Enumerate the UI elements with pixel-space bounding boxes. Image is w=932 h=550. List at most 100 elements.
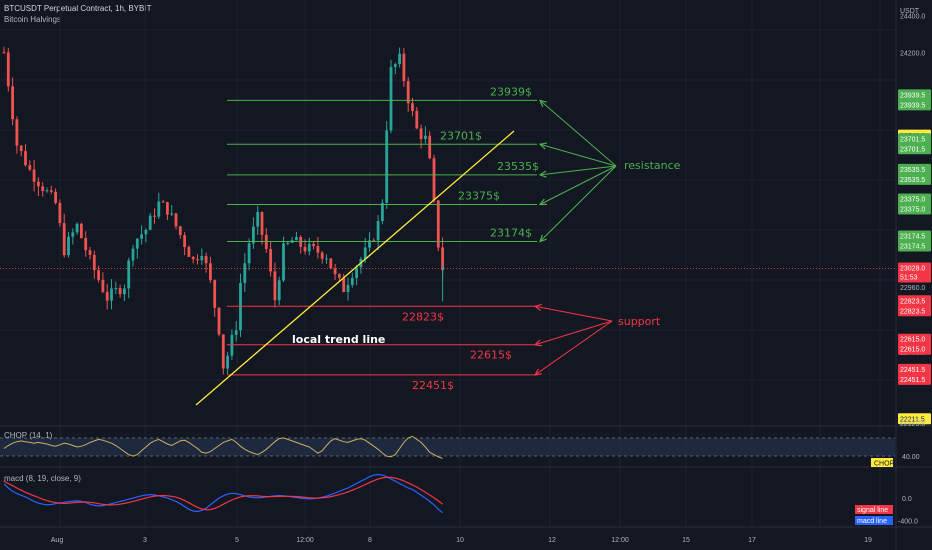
candle-body bbox=[6, 52, 10, 87]
price-tag-label: 22823.5 bbox=[900, 298, 925, 305]
price-tag-bg bbox=[898, 163, 931, 185]
candle-body bbox=[269, 249, 272, 272]
candle-body bbox=[196, 259, 199, 261]
candle-body bbox=[411, 103, 414, 111]
annotation-arrows bbox=[533, 99, 617, 376]
chop-axis-label: 40.00 bbox=[902, 454, 920, 461]
price-axis-tag: 23174.5 23174.5 bbox=[898, 230, 931, 252]
time-axis-label: 12:00 bbox=[296, 537, 314, 544]
candle-body bbox=[11, 86, 14, 120]
price-axis[interactable]: 22960.022650.022485.022275.022125.0USDT2… bbox=[898, 8, 931, 526]
candle-body bbox=[200, 256, 204, 261]
price-axis-tag: 23375.0 23375.0 bbox=[898, 193, 931, 215]
candle-body bbox=[342, 277, 346, 293]
candle-body bbox=[58, 202, 62, 224]
price-axis-tag: 22451.5 22451.5 bbox=[898, 363, 931, 385]
arrow-head bbox=[538, 99, 547, 108]
chop-band-fill bbox=[0, 438, 895, 456]
resistance-arrow bbox=[539, 165, 617, 242]
halvings-indicator-label: Bitcoin Halvings bbox=[4, 15, 61, 24]
signal-legend-label: signal line bbox=[857, 507, 888, 514]
trend-line[interactable] bbox=[195, 130, 515, 406]
countdown-label: 51:53 bbox=[900, 275, 918, 282]
price-axis-tag: 23028.0 51:53 bbox=[898, 262, 931, 283]
candle-body bbox=[84, 238, 88, 251]
price-axis-tag: 22615.0 22615.0 bbox=[898, 333, 931, 355]
resistance-label: resistance bbox=[624, 159, 681, 172]
candle-body bbox=[41, 186, 45, 191]
price-axis-tag: 22823.5 22823.5 bbox=[898, 295, 931, 317]
arrow-head bbox=[539, 234, 547, 243]
candle-body bbox=[118, 288, 122, 295]
resistance-arrow bbox=[539, 143, 617, 167]
macd-axis-label: 0.0 bbox=[902, 496, 912, 503]
resistance-arrow bbox=[539, 99, 617, 167]
candle-body bbox=[350, 277, 354, 285]
chart-symbol-title: BTCUSDT Perpetual Contract, 1h, BYBIT bbox=[4, 4, 152, 13]
price-tag-label: 23375.0 bbox=[900, 207, 925, 214]
candle-body bbox=[71, 232, 75, 237]
time-axis-label: 10 bbox=[456, 537, 464, 544]
candle-body bbox=[376, 220, 380, 241]
price-tag-label: 22451.5 bbox=[900, 377, 925, 384]
candle-body bbox=[204, 256, 208, 264]
resistance-level-label: 23701$ bbox=[440, 129, 482, 142]
price-tag-bg bbox=[898, 262, 931, 283]
price-tag-label: 22823.5 bbox=[900, 308, 925, 315]
price-tag-label: 23174.5 bbox=[900, 234, 925, 241]
candle-body bbox=[213, 280, 217, 308]
time-axis[interactable]: Aug 3 5 12:00 8 10 12 12:00 15 17 19 bbox=[51, 537, 872, 544]
support-arrow bbox=[534, 305, 613, 322]
candle-body bbox=[286, 242, 290, 244]
candle-body bbox=[428, 135, 432, 159]
candle-body bbox=[355, 267, 358, 278]
price-axis-label: 24200.0 bbox=[900, 50, 925, 57]
time-axis-label: 17 bbox=[748, 537, 756, 544]
price-candles bbox=[2, 46, 444, 375]
candle-body bbox=[316, 246, 320, 253]
candle-body bbox=[191, 256, 195, 260]
level-lines bbox=[0, 99, 895, 376]
price-tag-bg bbox=[898, 333, 931, 355]
macd-legend-bg bbox=[855, 516, 893, 525]
candle-body bbox=[402, 53, 406, 82]
support-label: support bbox=[618, 315, 661, 328]
price-axis-tag: USDT bbox=[900, 8, 920, 15]
signal-legend-bg bbox=[855, 505, 893, 514]
candle-body bbox=[209, 263, 212, 281]
candle-body bbox=[123, 288, 126, 295]
candle-body bbox=[406, 81, 410, 104]
price-tag-label: 23375.0 bbox=[900, 197, 925, 204]
time-axis-label: 8 bbox=[368, 537, 372, 544]
candle-body bbox=[144, 229, 148, 235]
candle-body bbox=[75, 223, 79, 233]
price-tag-label: 22451.5 bbox=[900, 367, 925, 374]
price-tag-label: 22615.0 bbox=[900, 337, 925, 344]
resistance-level-label: 23939$ bbox=[490, 85, 532, 98]
price-axis-label: 24400.0 bbox=[900, 13, 925, 20]
candle-body bbox=[2, 52, 6, 54]
annotation-labels: 23939$ 23701$ 23535$ 23375$ 23174$ 22823$ 2261… bbox=[292, 85, 681, 392]
price-tag-label: 23939.5 bbox=[900, 102, 925, 109]
price-axis-tag: 24200.0 bbox=[900, 50, 925, 57]
arrow-head bbox=[533, 303, 542, 311]
price-axis-faint-label: 22960.0 bbox=[900, 285, 925, 292]
price-axis-tag: 24400.0 bbox=[900, 13, 925, 20]
candle-body bbox=[243, 263, 247, 283]
price-tag-label: 23701.5 bbox=[900, 146, 925, 153]
time-axis-label: 3 bbox=[143, 537, 147, 544]
candle-body bbox=[338, 274, 341, 278]
candle-body bbox=[307, 243, 311, 252]
candle-body bbox=[419, 128, 423, 140]
support-level-label: 22823$ bbox=[402, 310, 444, 323]
support-level-label: 22451$ bbox=[412, 379, 454, 392]
candle-body bbox=[398, 53, 401, 65]
arrow-head bbox=[538, 142, 547, 150]
candle-body bbox=[174, 213, 178, 227]
price-tag-bg bbox=[898, 193, 931, 215]
candle-body bbox=[183, 235, 186, 248]
support-arrow bbox=[534, 320, 613, 376]
candle-body bbox=[157, 201, 161, 217]
